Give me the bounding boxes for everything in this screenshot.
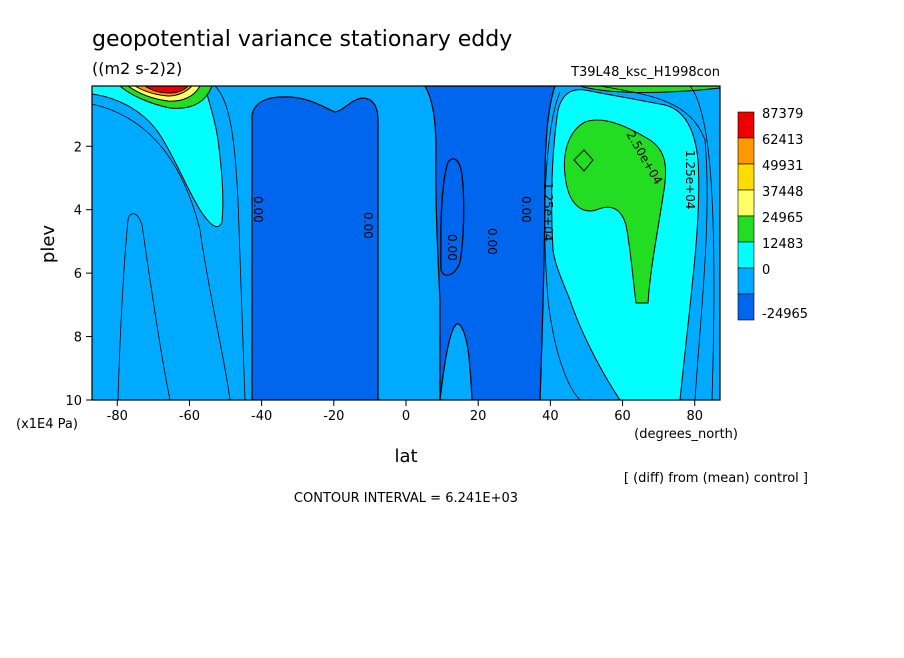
legend-label: 87379 [762,107,803,122]
x-tick-label: -40 [251,409,272,424]
contour-line-5 [599,86,708,400]
contour-line-3 [214,86,246,400]
x-tick-label: 80 [686,409,703,424]
x-tick-label: 40 [542,409,559,424]
contour-line-4 [544,91,581,400]
units-label: ((m2 s-2)2) [92,59,182,78]
region-north-top [579,86,720,94]
region-negative-band-2 [424,86,556,400]
legend-label: -24965 [762,307,808,322]
y-tick-label: 2 [74,140,82,155]
legend-label: 37448 [762,185,803,200]
y-tick-label: 6 [74,267,82,282]
contour-label-2: 0.00 [445,234,459,261]
x-tick-label: 0 [402,409,410,424]
contour-line-6 [689,86,715,400]
contour-line-2 [92,103,231,400]
legend-label: 12483 [762,237,803,252]
legend-swatch [737,137,755,165]
x-tick-label: -60 [179,409,200,424]
legend-swatch [737,293,755,321]
experiment-label: T39L48_ksc_H1998con [570,65,720,80]
region-south-max-red [144,86,189,94]
region-north-max-green [563,119,667,304]
contour-label-3: 0.00 [485,228,499,255]
contour-label-1: 0.00 [361,212,375,239]
x-tick-label: -20 [323,409,344,424]
region-negative-band-1 [251,96,379,400]
legend-swatch [737,241,755,269]
y-axis: 2 4 6 8 10 [65,140,92,409]
x-tick-label: -80 [107,409,128,424]
plot-area: 0.00 0.00 0.00 0.00 0.00 1.25e+04 2.50e+… [91,85,721,401]
legend-label: 49931 [762,159,803,174]
legend-swatch [737,163,755,191]
y-tick-label: 10 [65,394,82,409]
x-axis-units: (degrees_north) [634,427,738,442]
y-axis-label: plev [38,225,59,264]
x-axis: -80 -60 -40 -20 0 20 40 60 80 [107,400,703,424]
contour-label-0: 0.00 [251,196,265,223]
legend-label: 62413 [762,133,803,148]
legend-swatch [737,111,755,139]
legend-label: 24965 [762,211,803,226]
x-tick-label: 60 [614,409,631,424]
contour-line-1 [117,213,171,400]
y-tick-label: 4 [74,204,82,219]
contour-diamond [573,149,594,172]
chart-title: geopotential variance stationary eddy [92,27,512,52]
legend-label: 0 [762,263,770,278]
contour-label-7: 1.25e+04 [683,150,697,209]
diff-note: [ (diff) from (mean) control ] [624,471,808,486]
legend-swatch [737,189,755,217]
contour-label-5: 1.25e+04 [541,182,555,241]
contour-label-4: 0.00 [519,196,533,223]
legend-swatch [737,215,755,243]
y-axis-units: (x1E4 Pa) [16,417,78,432]
colorbar-legend: 87379 62413 49931 37448 24965 12483 0 -24965 [737,107,808,322]
legend-swatch [737,267,755,295]
x-axis-label: lat [394,446,417,467]
x-tick-label: 20 [470,409,487,424]
contour-interval: CONTOUR INTERVAL = 6.241E+03 [294,491,518,506]
y-tick-label: 8 [74,331,82,346]
region-south-positive [92,86,224,228]
